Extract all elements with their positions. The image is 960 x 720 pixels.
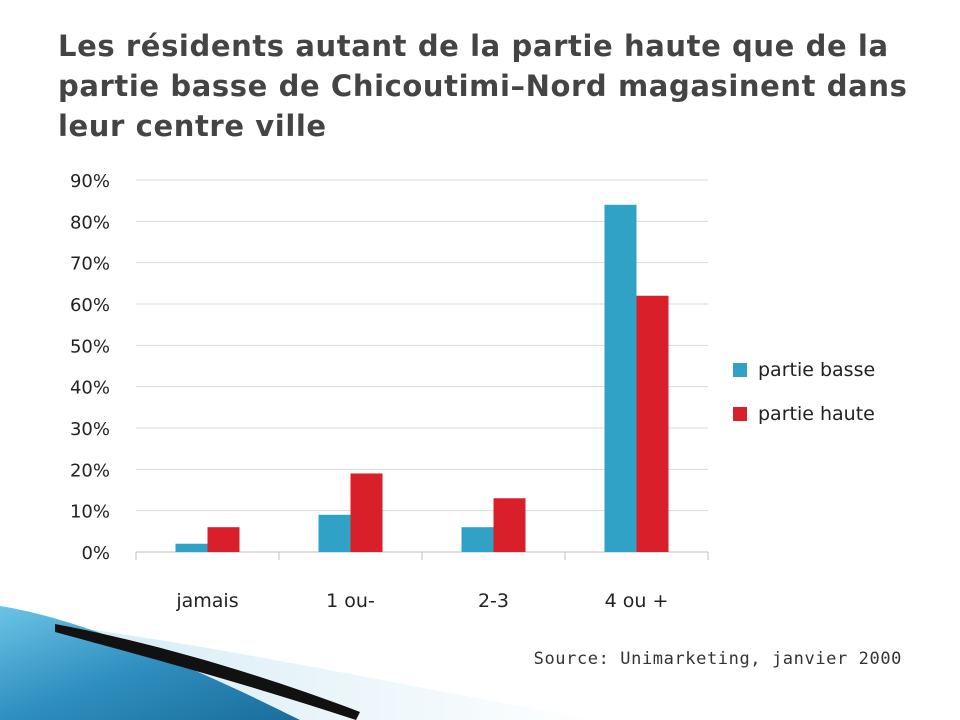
bar: [636, 295, 669, 552]
bar: [604, 204, 637, 553]
y-tick-label: 40%: [70, 378, 110, 399]
y-tick-label: 90%: [70, 171, 110, 192]
x-tick-label: 2-3: [478, 590, 509, 612]
legend-swatch: [733, 363, 747, 377]
x-tick-label: 1 ou-: [326, 590, 375, 612]
bar: [493, 498, 526, 552]
y-tick-label: 30%: [70, 419, 110, 440]
x-axis: [135, 552, 709, 560]
bar: [175, 543, 208, 552]
legend-label: partie haute: [758, 403, 875, 425]
bar: [318, 514, 351, 552]
y-tick-label: 50%: [70, 336, 110, 357]
bar: [461, 527, 494, 552]
legend: partie basse partie haute: [733, 359, 875, 425]
y-tick-label: 60%: [70, 295, 110, 316]
y-tick-label: 20%: [70, 460, 110, 481]
y-tick-label: 70%: [70, 254, 110, 275]
bar: [207, 527, 240, 552]
legend-swatch: [733, 407, 747, 421]
bar: [350, 473, 383, 552]
y-axis-ticks: 0% 10% 20% 30% 40% 50% 60% 70% 80% 90%: [70, 171, 110, 564]
x-tick-label: 4 ou +: [605, 590, 669, 612]
source-note: Source: Unimarketing, janvier 2000: [533, 649, 902, 669]
y-tick-label: 10%: [70, 502, 110, 523]
slide-title: Les résidents autant de la partie haute …: [58, 29, 908, 143]
y-tick-label: 80%: [70, 212, 110, 233]
x-axis-labels: jamais 1 ou- 2-3 4 ou +: [175, 590, 668, 612]
y-tick-label: 0%: [81, 543, 110, 564]
x-tick-label: jamais: [175, 590, 238, 612]
bars: [175, 204, 669, 553]
legend-label: partie basse: [758, 359, 875, 381]
